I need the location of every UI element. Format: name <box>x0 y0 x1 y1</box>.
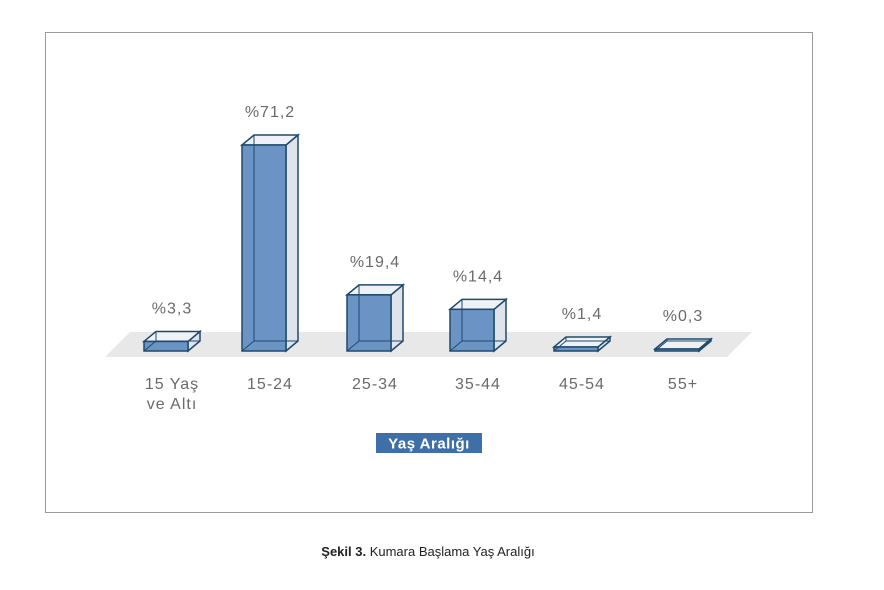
bar-back-edge <box>346 340 360 352</box>
category-label: 35-44 <box>455 376 501 393</box>
x-axis-title-bg <box>376 433 482 453</box>
bar <box>652 337 714 353</box>
bar <box>239 133 301 353</box>
category-label-line: 15 Yaş <box>145 376 199 393</box>
category-label-line: 25-34 <box>352 376 398 393</box>
bar-front <box>553 346 599 352</box>
category-label: 15-24 <box>247 376 293 393</box>
value-label: %3,3 <box>152 300 192 317</box>
bar-front <box>654 348 700 352</box>
category-label: 15 Yaş ve Altı <box>145 376 199 413</box>
value-label: %1,4 <box>562 306 602 323</box>
bar-back-edge <box>449 340 463 352</box>
category-label: 25-34 <box>352 376 398 393</box>
category-label: 45-54 <box>559 376 605 393</box>
value-label: %14,4 <box>453 268 503 285</box>
value-label: %19,4 <box>350 254 400 271</box>
bar-front <box>449 308 495 352</box>
bar-front <box>143 340 189 352</box>
bar-back-edge <box>654 340 668 352</box>
category-label-line: 55+ <box>668 376 698 393</box>
value-label: %0,3 <box>663 308 703 325</box>
caption-text: Kumara Başlama Yaş Aralığı <box>366 544 535 559</box>
bar <box>447 297 509 353</box>
x-axis-title: Yaş Aralığı <box>388 436 470 453</box>
category-label-line: 35-44 <box>455 376 501 393</box>
caption-label: Şekil 3. <box>321 544 366 559</box>
chart-floor <box>105 332 752 357</box>
bar-front <box>346 294 392 352</box>
category-label-line: 15-24 <box>247 376 293 393</box>
category-label-line: ve Altı <box>147 396 198 413</box>
value-label: %71,2 <box>245 104 295 121</box>
figure-caption: Şekil 3. Kumara Başlama Yaş Aralığı <box>321 544 534 559</box>
bar-back-edge <box>553 340 567 352</box>
chart-frame <box>45 32 813 513</box>
bar <box>141 329 203 353</box>
bar <box>551 335 613 353</box>
bar-back-edge <box>241 340 255 352</box>
bar <box>344 283 406 353</box>
category-label-line: 45-54 <box>559 376 605 393</box>
bar-back-edge <box>143 340 157 352</box>
bar-front <box>241 144 287 352</box>
category-label: 55+ <box>668 376 698 393</box>
bar-side <box>285 133 299 353</box>
